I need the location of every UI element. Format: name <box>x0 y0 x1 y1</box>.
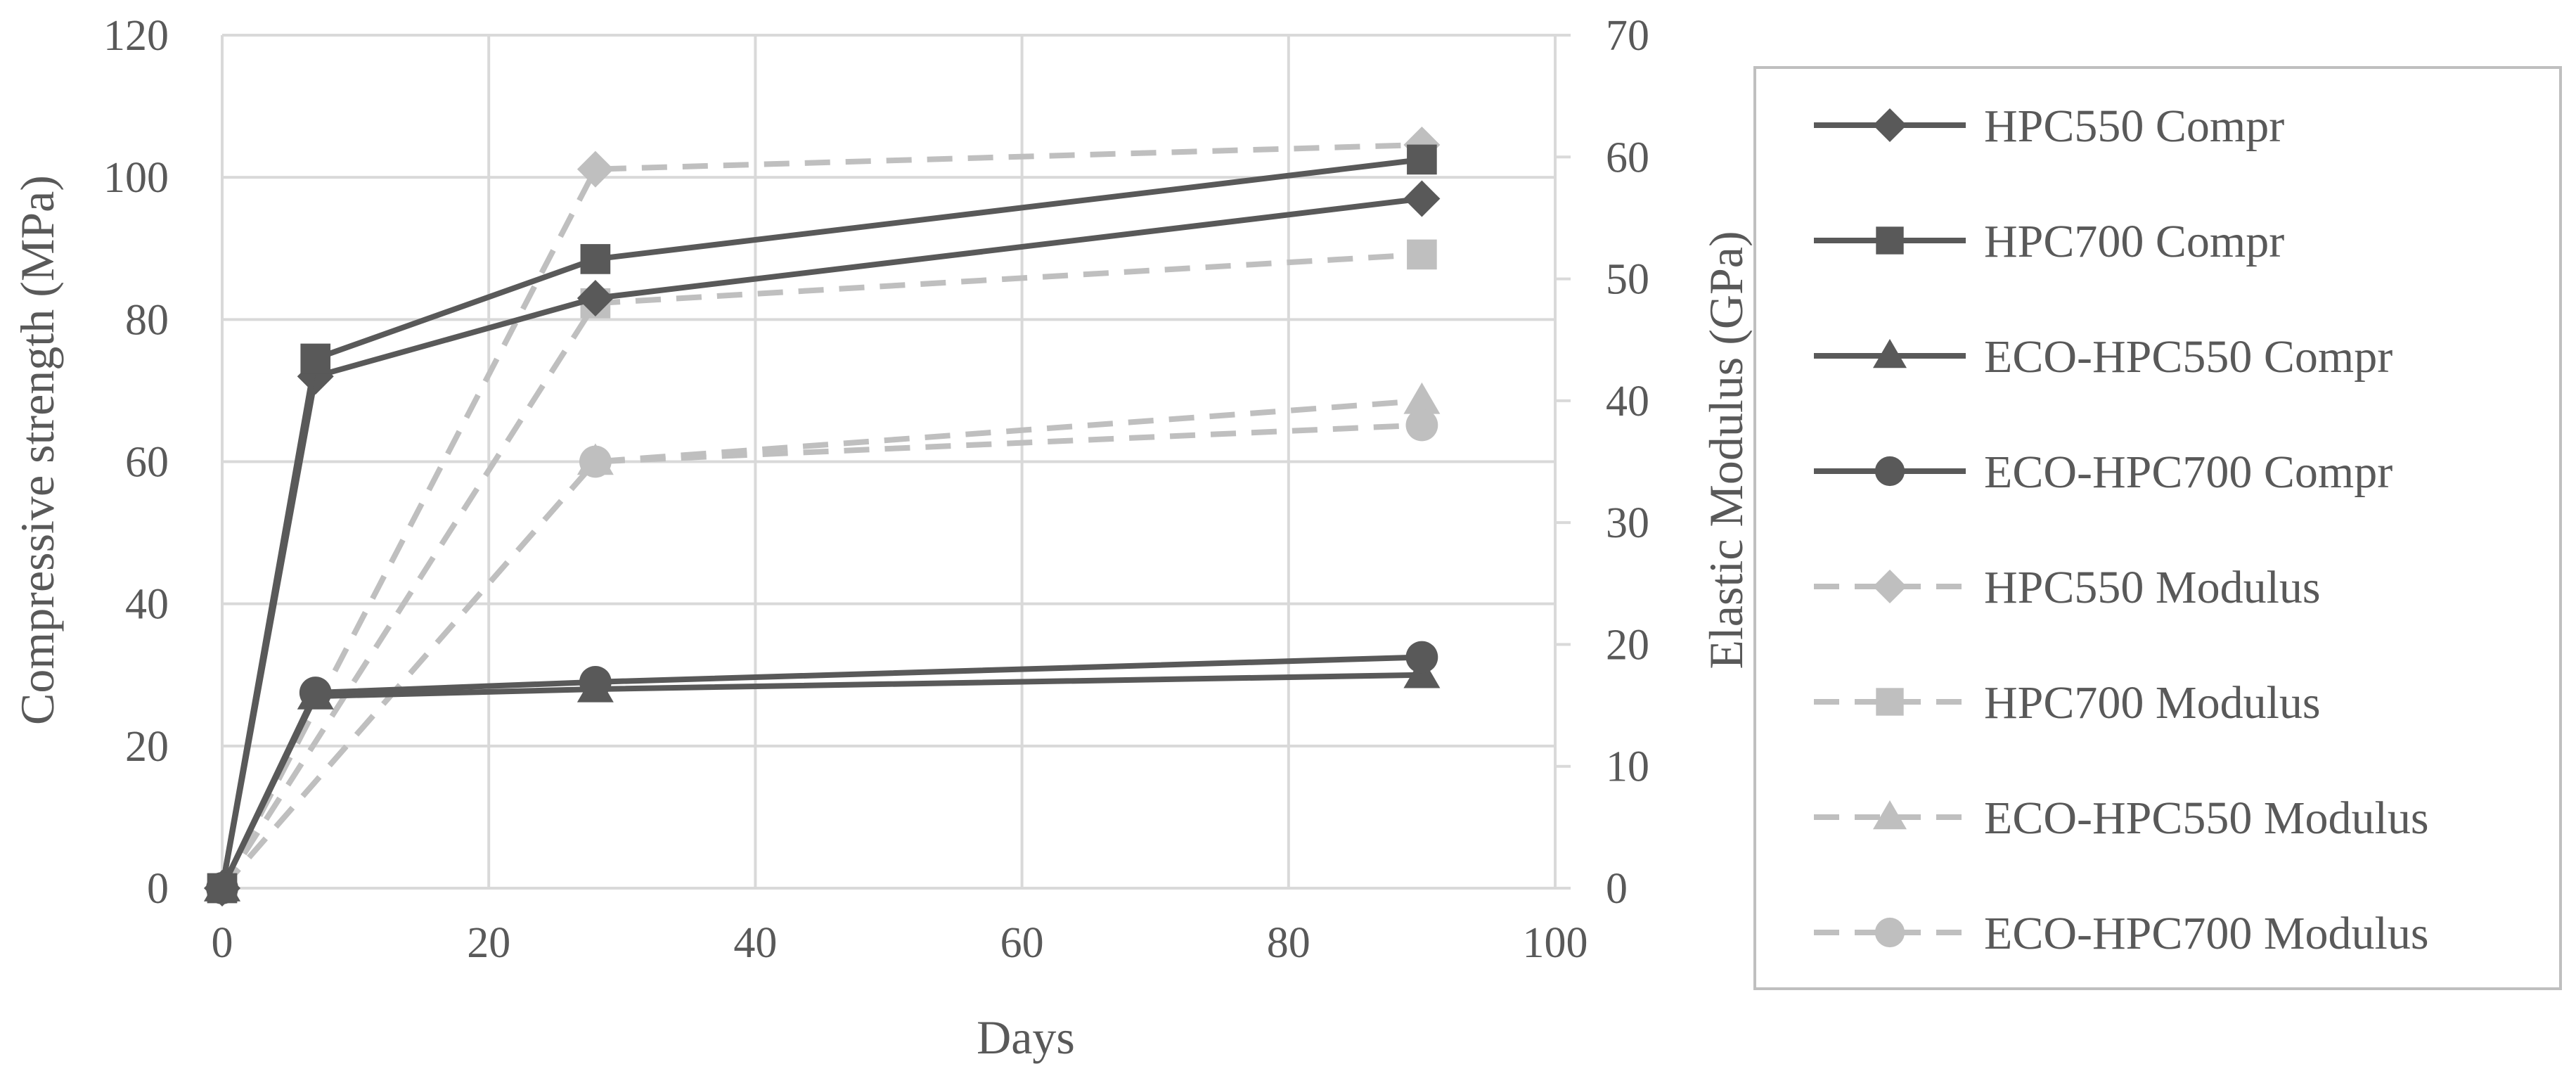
series-line-eco-hpc700-compr <box>219 654 1422 890</box>
y-axis-title: Compressive strength (MPa) <box>11 175 64 725</box>
y2-tick-label: 10 <box>1606 743 1649 791</box>
y2-tick-label: 60 <box>1606 134 1649 181</box>
y2-tick-label: 40 <box>1606 378 1649 425</box>
legend-swatch-marker <box>1874 917 1905 948</box>
legend-label: ECO-HPC700 Modulus <box>1984 908 2429 959</box>
legend-item-eco-hpc700-modulus: ECO-HPC700 Modulus <box>1814 908 2429 959</box>
x-tick-label: 0 <box>212 919 233 967</box>
y2-tick-label: 30 <box>1606 499 1649 547</box>
legend-label: HPC550 Compr <box>1984 101 2284 152</box>
data-point-hpc700-compr <box>580 244 611 274</box>
x-tick-label: 20 <box>467 919 510 967</box>
series-line-eco-hpc700-modulus <box>219 422 1422 890</box>
legend: HPC550 Compr HPC700 Compr ECO-HPC550 Compr… <box>1753 66 2562 990</box>
y2-tick-label: 70 <box>1606 12 1649 60</box>
data-point-eco-hpc700-compr <box>1405 641 1438 674</box>
data-point-eco-hpc700-compr <box>206 872 238 904</box>
legend-box <box>1753 66 2562 990</box>
y2-tick-label: 20 <box>1606 621 1649 669</box>
series-hpc700-modulus <box>207 239 1437 904</box>
legend-label: ECO-HPC550 Modulus <box>1984 793 2429 844</box>
y2-tick-label: 50 <box>1606 256 1649 304</box>
series-line-hpc550-modulus <box>219 141 1422 890</box>
legend-swatch-marker <box>1873 570 1907 603</box>
legend-swatch-marker <box>1874 456 1905 487</box>
y-axis-ticks: 0 20 40 60 80 100 120 <box>103 12 169 913</box>
y2-tick-label: 0 <box>1606 865 1628 913</box>
legend-item-hpc550-modulus: HPC550 Modulus <box>1814 562 2321 613</box>
y-tick-label: 0 <box>147 865 169 913</box>
data-point-hpc550-modulus <box>577 150 614 188</box>
legend-label: ECO-HPC700 Compr <box>1984 447 2393 498</box>
x-tick-label: 40 <box>733 919 777 967</box>
data-point-eco-hpc700-compr <box>579 665 612 698</box>
legend-item-hpc700-compr: HPC700 Compr <box>1814 216 2284 267</box>
legend-swatch-marker <box>1873 800 1907 830</box>
data-point-eco-hpc700-modulus <box>579 445 612 478</box>
x-tick-label: 80 <box>1267 919 1310 967</box>
x-tick-label: 60 <box>1000 919 1044 967</box>
data-point-hpc700-compr <box>1407 144 1437 175</box>
legend-item-eco-hpc700-compr: ECO-HPC700 Compr <box>1814 447 2393 498</box>
series-hpc550-modulus <box>204 126 1441 906</box>
y-tick-label: 40 <box>125 581 169 629</box>
data-point-eco-hpc700-modulus <box>1405 409 1438 442</box>
series-eco-hpc700-compr <box>206 641 1438 904</box>
series-layer <box>204 126 1441 906</box>
y2-axis-title: Elastic Modulus (GPa) <box>1699 231 1753 669</box>
legend-label: HPC700 Modulus <box>1984 677 2321 729</box>
series-line-eco-hpc550-modulus <box>219 397 1422 890</box>
series-line-eco-hpc550-compr <box>219 672 1422 890</box>
data-point-hpc700-compr <box>300 343 331 374</box>
data-point-eco-hpc700-compr <box>299 677 332 709</box>
legend-swatch-marker <box>1873 108 1907 142</box>
data-point-hpc550-compr <box>1403 180 1441 217</box>
y-tick-label: 20 <box>125 723 169 771</box>
y-tick-label: 60 <box>125 439 169 487</box>
legend-label: HPC550 Modulus <box>1984 562 2321 613</box>
y-tick-label: 80 <box>125 296 169 344</box>
legend-label: HPC700 Compr <box>1984 216 2284 267</box>
x-axis-ticks: 0 20 40 60 80 100 <box>212 919 1588 967</box>
legend-item-hpc700-modulus: HPC700 Modulus <box>1814 677 2321 729</box>
series-eco-hpc700-modulus <box>206 409 1438 904</box>
legend-swatch-marker <box>1873 339 1907 368</box>
series-line-hpc700-compr <box>219 156 1422 889</box>
data-point-hpc550-compr <box>577 280 614 317</box>
x-axis-title: Days <box>977 1011 1075 1064</box>
legend-swatch-marker <box>1876 688 1904 716</box>
legend-swatch-marker <box>1876 226 1904 255</box>
y-tick-label: 100 <box>103 154 169 202</box>
y-tick-label: 120 <box>103 12 169 60</box>
legend-items: HPC550 Compr HPC700 Compr ECO-HPC550 Compr… <box>1814 101 2429 959</box>
x-tick-label: 100 <box>1523 919 1588 967</box>
legend-label: ECO-HPC550 Compr <box>1984 331 2393 383</box>
legend-item-eco-hpc550-modulus: ECO-HPC550 Modulus <box>1814 793 2429 844</box>
series-eco-hpc550-compr <box>204 656 1441 902</box>
series-hpc700-compr <box>207 144 1437 904</box>
data-point-hpc700-modulus <box>1407 239 1437 270</box>
y2-axis-ticks: 0 10 20 30 40 50 60 70 <box>1606 12 1649 913</box>
legend-item-eco-hpc550-compr: ECO-HPC550 Compr <box>1814 331 2393 383</box>
data-point-eco-hpc550-modulus <box>1403 382 1441 414</box>
legend-item-hpc550-compr: HPC550 Compr <box>1814 101 2284 152</box>
